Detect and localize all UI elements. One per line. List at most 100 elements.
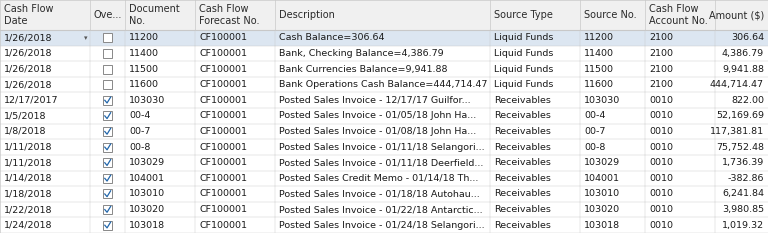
Text: 0010: 0010 bbox=[649, 221, 673, 230]
Text: 103020: 103020 bbox=[584, 205, 620, 214]
Text: Cash Flow
Date: Cash Flow Date bbox=[4, 4, 54, 26]
Bar bbox=[0, 0, 768, 30]
Text: Ove...: Ove... bbox=[94, 10, 121, 20]
Text: 00-7: 00-7 bbox=[129, 127, 151, 136]
Text: 11200: 11200 bbox=[129, 33, 159, 42]
Text: 0010: 0010 bbox=[649, 96, 673, 105]
Text: CF100001: CF100001 bbox=[199, 33, 247, 42]
Text: 11200: 11200 bbox=[584, 33, 614, 42]
Bar bbox=[103, 80, 112, 89]
Text: CF100001: CF100001 bbox=[199, 127, 247, 136]
Text: Bank Operations Cash Balance=444,714.47: Bank Operations Cash Balance=444,714.47 bbox=[279, 80, 488, 89]
Text: 4,386.79: 4,386.79 bbox=[722, 49, 764, 58]
Text: Receivables: Receivables bbox=[494, 111, 551, 120]
Text: 0010: 0010 bbox=[649, 127, 673, 136]
Text: 11500: 11500 bbox=[129, 65, 159, 74]
Text: Posted Sales Invoice - 01/18/18 Autohau...: Posted Sales Invoice - 01/18/18 Autohau.… bbox=[279, 189, 480, 199]
Text: 1/26/2018: 1/26/2018 bbox=[4, 33, 52, 42]
Bar bbox=[0, 108, 768, 124]
Text: 1/11/2018: 1/11/2018 bbox=[4, 143, 52, 152]
Text: 1/26/2018: 1/26/2018 bbox=[4, 65, 52, 74]
Text: Liquid Funds: Liquid Funds bbox=[494, 49, 554, 58]
Text: 00-4: 00-4 bbox=[129, 111, 151, 120]
Text: 2100: 2100 bbox=[649, 33, 673, 42]
Text: 1/22/2018: 1/22/2018 bbox=[4, 205, 52, 214]
Text: 103010: 103010 bbox=[584, 189, 620, 199]
Text: 0010: 0010 bbox=[649, 205, 673, 214]
Text: 11400: 11400 bbox=[584, 49, 614, 58]
Text: 103020: 103020 bbox=[129, 205, 165, 214]
Text: 00-7: 00-7 bbox=[584, 127, 605, 136]
Bar bbox=[0, 93, 768, 108]
Text: CF100001: CF100001 bbox=[199, 221, 247, 230]
Bar bbox=[103, 33, 112, 42]
Text: 1/24/2018: 1/24/2018 bbox=[4, 221, 52, 230]
Bar bbox=[103, 158, 112, 167]
Text: 103029: 103029 bbox=[584, 158, 620, 167]
Bar bbox=[0, 61, 768, 77]
Text: Posted Sales Invoice - 01/11/18 Selangori...: Posted Sales Invoice - 01/11/18 Selangor… bbox=[279, 143, 485, 152]
Text: Receivables: Receivables bbox=[494, 143, 551, 152]
Bar bbox=[0, 217, 768, 233]
Text: 0010: 0010 bbox=[649, 174, 673, 183]
Text: 1/8/2018: 1/8/2018 bbox=[4, 127, 47, 136]
Text: 117,381.81: 117,381.81 bbox=[710, 127, 764, 136]
Text: 6,241.84: 6,241.84 bbox=[722, 189, 764, 199]
Bar bbox=[0, 77, 768, 93]
Text: CF100001: CF100001 bbox=[199, 174, 247, 183]
Text: Cash Balance=306.64: Cash Balance=306.64 bbox=[279, 33, 385, 42]
Text: 103030: 103030 bbox=[584, 96, 621, 105]
Text: 12/17/2017: 12/17/2017 bbox=[4, 96, 58, 105]
Text: 11500: 11500 bbox=[584, 65, 614, 74]
Text: 1/5/2018: 1/5/2018 bbox=[4, 111, 47, 120]
Text: Bank Currencies Balance=9,941.88: Bank Currencies Balance=9,941.88 bbox=[279, 65, 448, 74]
Bar bbox=[103, 49, 112, 58]
Text: CF100001: CF100001 bbox=[199, 49, 247, 58]
Text: 2100: 2100 bbox=[649, 49, 673, 58]
Text: Liquid Funds: Liquid Funds bbox=[494, 65, 554, 74]
Text: 0010: 0010 bbox=[649, 189, 673, 199]
Text: 1/14/2018: 1/14/2018 bbox=[4, 174, 52, 183]
Text: 11400: 11400 bbox=[129, 49, 159, 58]
Text: Posted Sales Invoice - 01/24/18 Selangori...: Posted Sales Invoice - 01/24/18 Selangor… bbox=[279, 221, 485, 230]
Text: 103029: 103029 bbox=[129, 158, 165, 167]
Text: 103018: 103018 bbox=[584, 221, 620, 230]
Bar bbox=[0, 46, 768, 61]
Text: Posted Sales Invoice - 01/05/18 John Ha...: Posted Sales Invoice - 01/05/18 John Ha.… bbox=[279, 111, 476, 120]
Bar bbox=[103, 96, 112, 105]
Text: 103030: 103030 bbox=[129, 96, 165, 105]
Text: 9,941.88: 9,941.88 bbox=[722, 65, 764, 74]
Text: CF100001: CF100001 bbox=[199, 96, 247, 105]
Text: 0010: 0010 bbox=[649, 143, 673, 152]
Bar bbox=[0, 202, 768, 217]
Bar bbox=[0, 186, 768, 202]
Text: 103010: 103010 bbox=[129, 189, 165, 199]
Bar bbox=[103, 189, 112, 199]
Text: Receivables: Receivables bbox=[494, 205, 551, 214]
Bar bbox=[0, 155, 768, 171]
Bar bbox=[0, 30, 768, 46]
Text: 11600: 11600 bbox=[129, 80, 159, 89]
Text: 11600: 11600 bbox=[584, 80, 614, 89]
Text: Source Type: Source Type bbox=[494, 10, 553, 20]
Text: -382.86: -382.86 bbox=[727, 174, 764, 183]
Text: 1/11/2018: 1/11/2018 bbox=[4, 158, 52, 167]
Text: 103018: 103018 bbox=[129, 221, 165, 230]
Text: 3,980.85: 3,980.85 bbox=[722, 205, 764, 214]
Text: Receivables: Receivables bbox=[494, 158, 551, 167]
Text: Receivables: Receivables bbox=[494, 189, 551, 199]
Text: Posted Sales Invoice - 01/11/18 Deerfield...: Posted Sales Invoice - 01/11/18 Deerfiel… bbox=[279, 158, 483, 167]
Text: 00-8: 00-8 bbox=[584, 143, 605, 152]
Text: 75,752.48: 75,752.48 bbox=[716, 143, 764, 152]
Text: 2100: 2100 bbox=[649, 80, 673, 89]
Text: Cash Flow
Account No.: Cash Flow Account No. bbox=[649, 4, 708, 26]
Text: ▾: ▾ bbox=[84, 35, 88, 41]
Text: 822.00: 822.00 bbox=[731, 96, 764, 105]
Text: CF100001: CF100001 bbox=[199, 189, 247, 199]
Bar bbox=[0, 171, 768, 186]
Text: 0010: 0010 bbox=[649, 111, 673, 120]
Text: 1/26/2018: 1/26/2018 bbox=[4, 80, 52, 89]
Text: Cash Flow
Forecast No.: Cash Flow Forecast No. bbox=[199, 4, 260, 26]
Bar bbox=[103, 221, 112, 230]
Text: Liquid Funds: Liquid Funds bbox=[494, 33, 554, 42]
